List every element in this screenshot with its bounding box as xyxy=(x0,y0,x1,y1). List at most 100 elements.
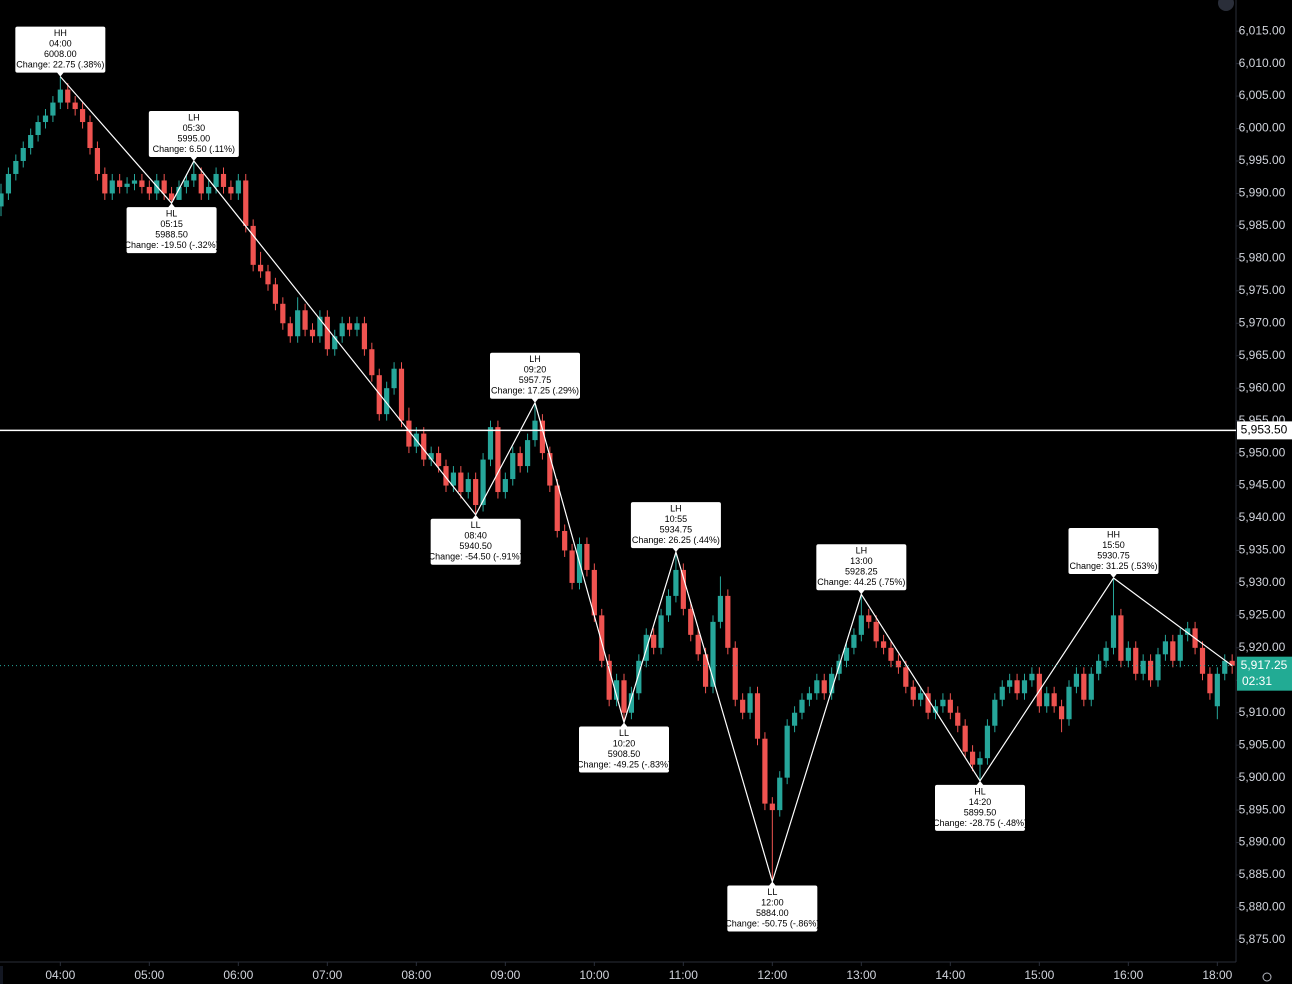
candle-body xyxy=(124,183,130,187)
candle-body xyxy=(829,673,835,694)
pivot-text: 6008.00 xyxy=(44,49,77,59)
candle-body xyxy=(176,186,182,200)
candle-body xyxy=(13,160,19,174)
candle-body xyxy=(740,699,746,713)
candle-body xyxy=(1007,680,1013,687)
zigzag-tail xyxy=(1113,577,1233,667)
y-tick-label: 6,015.00 xyxy=(1239,23,1286,37)
candle-body xyxy=(191,173,197,181)
y-tick-label: 5,880.00 xyxy=(1239,900,1286,914)
candle-body xyxy=(702,654,709,687)
candle-body xyxy=(324,316,330,350)
pivot-text: 5988.50 xyxy=(155,230,188,240)
candle-body xyxy=(762,738,768,804)
y-tick-label: 5,945.00 xyxy=(1239,478,1286,492)
candle-body xyxy=(346,323,353,330)
x-tick-label: 10:00 xyxy=(579,968,609,982)
candle-body xyxy=(658,615,664,648)
candle-body xyxy=(851,634,857,648)
y-tick-label: 5,925.00 xyxy=(1239,608,1286,622)
candle-body xyxy=(450,472,457,486)
candle-body xyxy=(473,479,479,506)
candle-body xyxy=(309,329,316,337)
candle-body xyxy=(168,193,175,200)
hline-label: 5,953.50 xyxy=(1241,423,1288,437)
candle-body xyxy=(94,148,101,174)
candle-body xyxy=(139,180,145,187)
candle-body xyxy=(1066,686,1072,720)
candle-body xyxy=(443,466,449,486)
candle-body xyxy=(220,173,227,187)
add-button[interactable] xyxy=(1218,0,1234,11)
candle-body xyxy=(87,122,93,148)
candle-body xyxy=(1118,615,1124,661)
candle-body xyxy=(754,693,761,739)
pivot-pointer xyxy=(531,397,539,403)
candle-body xyxy=(428,453,434,460)
pivot-text: 5940.50 xyxy=(459,541,492,551)
last-price-label: 5,917.25 xyxy=(1241,658,1288,672)
y-tick-label: 5,910.00 xyxy=(1239,705,1286,719)
pivot-text: Change: 31.25 (.53%) xyxy=(1069,561,1157,571)
y-tick-label: 6,010.00 xyxy=(1239,56,1286,70)
x-tick-label: 06:00 xyxy=(223,968,253,982)
candle-body xyxy=(406,420,412,447)
candle-body xyxy=(131,180,138,184)
candle-body xyxy=(1058,706,1065,720)
candle-body xyxy=(866,615,872,622)
pivot-box xyxy=(126,207,217,254)
candle-body xyxy=(918,693,924,700)
pivot-pointer xyxy=(976,780,984,786)
pivot-text: 09:20 xyxy=(524,365,547,375)
pivot-box xyxy=(490,352,580,399)
pivot-pointer xyxy=(1109,573,1118,579)
candle-body xyxy=(992,699,998,726)
candle-body xyxy=(235,180,241,194)
last-price-box xyxy=(1237,656,1292,691)
candle-body xyxy=(999,686,1005,700)
settings-button[interactable] xyxy=(1262,972,1272,982)
candle-body xyxy=(791,712,798,726)
candle-body xyxy=(1096,660,1102,674)
candle-body xyxy=(35,122,41,136)
candle-body xyxy=(806,693,813,700)
candle-body xyxy=(72,102,78,110)
candle-body xyxy=(880,641,887,648)
candle-body xyxy=(339,323,345,337)
candle-body xyxy=(5,173,12,194)
candle-body xyxy=(725,595,731,648)
pivot-text: Change: -49.25 (-.83%) xyxy=(577,759,671,769)
candle-body xyxy=(621,680,627,713)
pivot-pointer xyxy=(768,881,777,887)
pivot-pointer xyxy=(471,514,480,520)
candle-body xyxy=(361,323,368,350)
y-tick-label: 5,970.00 xyxy=(1239,315,1286,329)
pivot-text: Change: 26.25 (.44%) xyxy=(632,535,720,545)
x-tick-label: 04:00 xyxy=(45,968,75,982)
y-tick-label: 5,950.00 xyxy=(1239,445,1286,459)
y-tick-label: 6,000.00 xyxy=(1239,121,1286,135)
candle-body xyxy=(888,647,894,661)
candle-body xyxy=(458,472,464,493)
pivot-text: 05:30 xyxy=(183,123,206,133)
candle-body xyxy=(858,615,864,635)
y-tick-label: 5,960.00 xyxy=(1239,380,1286,394)
candle-body xyxy=(524,440,531,467)
candle-body xyxy=(1229,660,1235,666)
x-tick-label: 13:00 xyxy=(846,968,876,982)
candle-body xyxy=(673,569,679,596)
candle-body xyxy=(502,479,508,493)
candle-body xyxy=(257,264,264,272)
pivot-box xyxy=(430,518,521,565)
candle-body xyxy=(569,550,575,583)
candle-body xyxy=(628,693,635,713)
y-tick-label: 5,930.00 xyxy=(1239,575,1286,589)
candle-body xyxy=(398,368,405,421)
candle-body xyxy=(821,680,827,694)
candle-body xyxy=(109,180,115,194)
candle-body xyxy=(354,323,360,330)
candle-body xyxy=(688,608,694,635)
x-tick-label: 16:00 xyxy=(1113,968,1143,982)
